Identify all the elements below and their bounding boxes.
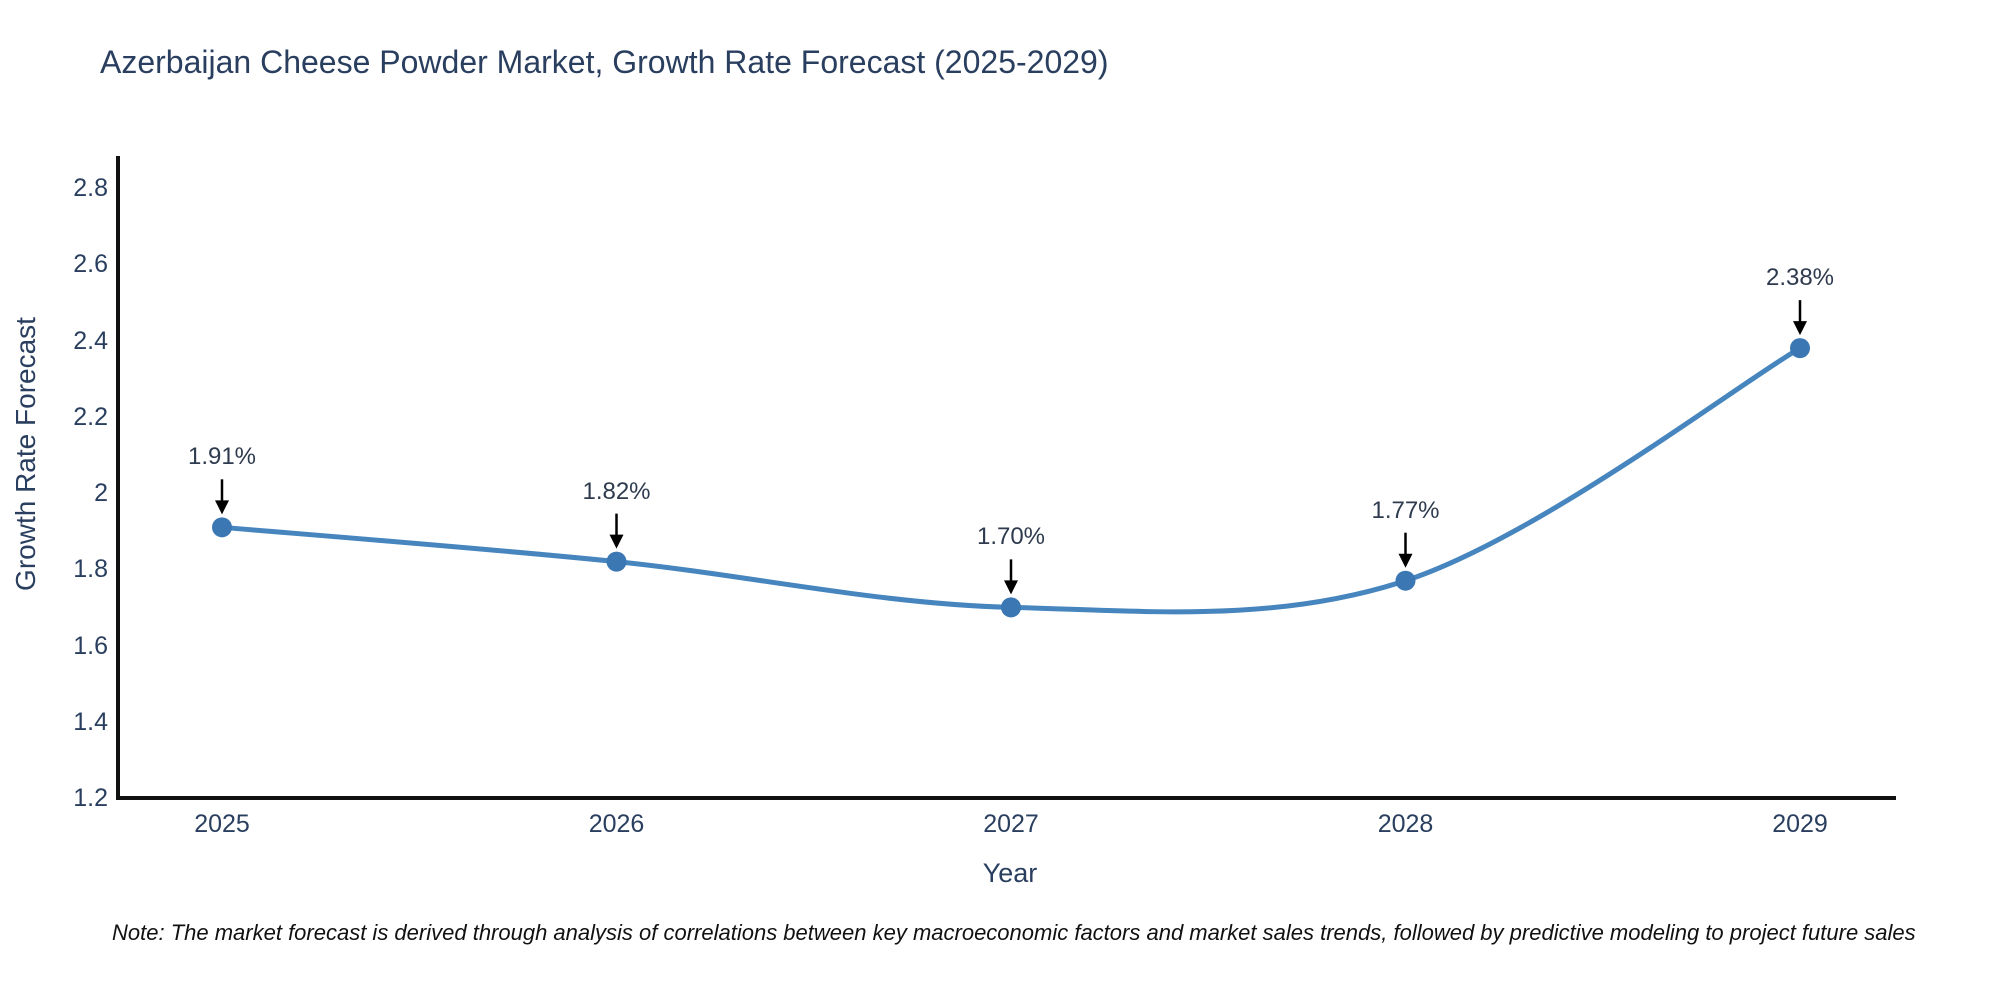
- annotation-arrow-head: [1398, 553, 1413, 568]
- y-tick-label: 2.8: [73, 174, 108, 202]
- x-axis-title: Year: [982, 858, 1038, 888]
- chart-title: Azerbaijan Cheese Powder Market, Growth …: [100, 44, 1109, 80]
- x-tick-label: 2025: [194, 810, 250, 838]
- data-point-marker: [1001, 597, 1021, 618]
- y-tick-label: 2.6: [73, 250, 108, 279]
- y-tick-label: 2.4: [73, 326, 108, 355]
- y-tick-label: 2: [94, 479, 108, 507]
- chart-footnote: Note: The market forecast is derived thr…: [112, 920, 1916, 945]
- annotation-arrow-head: [609, 534, 624, 549]
- x-tick-label: 2029: [1772, 810, 1828, 838]
- y-tick-label: 1.2: [73, 784, 108, 812]
- annotation-arrow-head: [1004, 580, 1018, 595]
- data-point-marker: [212, 517, 232, 538]
- data-point-label: 1.70%: [976, 523, 1046, 551]
- data-point-label: 1.91%: [187, 443, 257, 471]
- data-point-marker: [606, 551, 627, 572]
- x-tick-label: 2026: [588, 810, 645, 838]
- data-point-label: 1.77%: [1371, 496, 1440, 524]
- annotation-arrow-head: [215, 500, 229, 515]
- x-tick-label: 2027: [983, 810, 1039, 838]
- data-point-marker: [1395, 570, 1416, 591]
- x-tick-label: 2028: [1377, 810, 1434, 838]
- data-point-marker: [1790, 338, 1810, 359]
- y-tick-label: 1.8: [73, 555, 108, 584]
- data-point-label: 2.38%: [1765, 264, 1835, 292]
- y-tick-label: 1.6: [73, 631, 108, 660]
- y-tick-label: 2.2: [73, 402, 108, 431]
- y-tick-label: 1.4: [73, 707, 108, 736]
- annotation-arrow-head: [1793, 321, 1807, 336]
- data-point-label: 1.82%: [582, 477, 651, 505]
